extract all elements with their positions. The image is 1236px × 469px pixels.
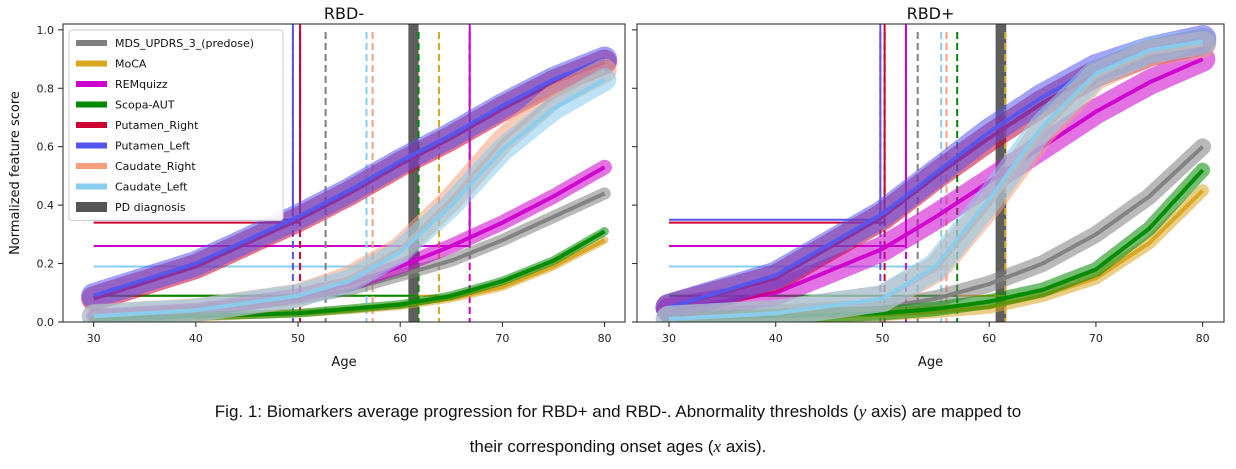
x-tick-label: 80 (1196, 332, 1210, 345)
caption-y-var: y (858, 402, 867, 421)
x-tick-label: 80 (598, 332, 612, 345)
figure-caption-line-1: Fig. 1: Biomarkers average progression f… (0, 402, 1236, 422)
y-tick-label: 0.2 (37, 258, 55, 271)
legend-label-putamen-right: Putamen_Right (115, 119, 199, 132)
y-tick-label: 0.6 (37, 141, 55, 154)
legend-label-remquizz: REMquizz (115, 78, 168, 91)
axes-frame (62, 23, 626, 323)
series-line-caudate-left (668, 39, 1204, 322)
plot-content (81, 24, 618, 322)
legend-label-caudate-right: Caudate_Right (115, 160, 196, 173)
y-axis-label: Normalized feature score (8, 91, 23, 255)
legend: MDS_UPDRS_3_(predose) MoCA REMquizz Scopa-A… (68, 29, 284, 221)
legend-box (68, 29, 284, 221)
axes-frame (636, 23, 1225, 323)
x-axis-label: Age (918, 355, 943, 370)
series-line-caudate-left (93, 77, 606, 319)
x-tick-label: 40 (769, 332, 783, 345)
caption-line2-suffix: axis). (721, 437, 767, 456)
x-axis-label: Age (331, 355, 356, 370)
pd-diagnosis-band (408, 24, 419, 322)
caption-x-var: x (713, 437, 721, 456)
x-tick-label: 60 (393, 332, 407, 345)
x-tick-label: 30 (662, 332, 676, 345)
figure-caption-line-2: their corresponding onset ages (x axis). (0, 437, 1236, 457)
y-tick-label: 0.8 (37, 82, 55, 95)
legend-label-moca: MoCA (115, 58, 147, 71)
y-tick-label: 1.0 (37, 24, 55, 37)
x-tick-label: 50 (291, 332, 305, 345)
chart-panel-rbd-minus: 30 40 50 60 70 80 0.0 0.2 0.4 0.6 0.8 1.0 RBD- Age Nor… (8, 4, 626, 370)
x-tick-label: 70 (1089, 332, 1103, 345)
legend-label-putamen-left: Putamen_Left (115, 140, 191, 153)
x-tick-label: 70 (495, 332, 509, 345)
x-tick-label: 30 (87, 332, 101, 345)
chart-title: RBD+ (907, 4, 955, 23)
x-tick-label: 40 (189, 332, 203, 345)
y-tick-label: 0.4 (37, 199, 55, 212)
x-tick-label: 60 (982, 332, 996, 345)
y-tick-label: 0.0 (37, 316, 55, 329)
caption-prefix: Fig. 1: Biomarkers average progression f… (214, 402, 859, 421)
x-tick-label: 50 (875, 332, 889, 345)
legend-label-pd-diagnosis: PD diagnosis (115, 201, 186, 214)
legend-label-mds-updrs-3-predose: MDS_UPDRS_3_(predose) (115, 37, 254, 50)
legend-label-scopa-aut: Scopa-AUT (115, 99, 175, 112)
chart-title: RBD- (324, 4, 364, 23)
plot-content (655, 24, 1217, 322)
caption-mid: axis) are mapped to (866, 402, 1022, 421)
chart-panel-rbd-plus: 30 40 50 60 70 80 RBD+ Age (632, 4, 1225, 370)
series-line-putamen-left (93, 57, 606, 298)
legend-label-caudate-left: Caudate_Left (115, 181, 188, 194)
caption-line2-prefix: their corresponding onset ages ( (469, 437, 714, 456)
